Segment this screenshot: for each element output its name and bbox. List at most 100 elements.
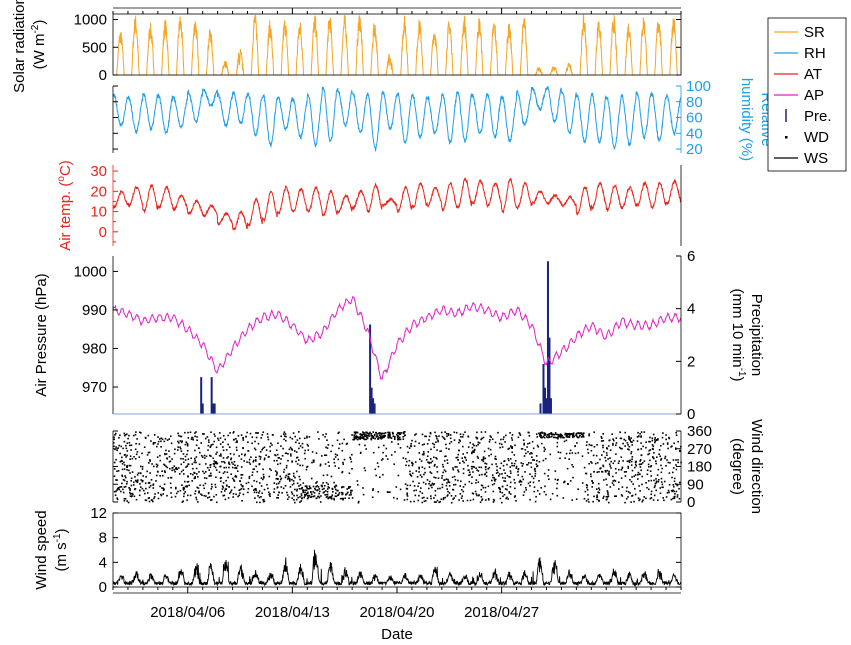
wd-point bbox=[504, 488, 507, 490]
wd-point bbox=[189, 473, 192, 475]
wd-point bbox=[613, 460, 616, 462]
wd-point bbox=[334, 456, 337, 458]
wd-point bbox=[431, 482, 434, 485]
wd-point bbox=[427, 461, 429, 463]
wd-point bbox=[167, 477, 170, 479]
wd-point bbox=[585, 444, 588, 446]
wd-point bbox=[168, 438, 170, 440]
wd-point bbox=[116, 479, 118, 481]
wd-point bbox=[121, 475, 124, 478]
wd-point bbox=[390, 454, 393, 456]
wd-point bbox=[458, 449, 460, 452]
wd-point bbox=[389, 433, 391, 435]
wd-point bbox=[405, 464, 407, 467]
wd-point bbox=[387, 434, 390, 437]
wd-point bbox=[498, 487, 501, 489]
wd-point bbox=[190, 438, 193, 440]
wd-point bbox=[230, 473, 232, 475]
wd-point bbox=[129, 464, 132, 467]
ws-ytick-label: 12 bbox=[90, 505, 107, 522]
wd-point bbox=[453, 497, 455, 499]
wd-point bbox=[496, 469, 498, 471]
wd-point bbox=[148, 486, 151, 489]
wd-point bbox=[160, 493, 162, 496]
wd-point bbox=[360, 437, 363, 439]
wd-point bbox=[665, 438, 667, 441]
wd-point bbox=[303, 437, 306, 440]
wd-point bbox=[557, 434, 560, 436]
wd-point bbox=[463, 461, 465, 464]
wd-point bbox=[489, 435, 492, 437]
wd-point bbox=[170, 477, 172, 479]
wd-point bbox=[485, 499, 487, 501]
ws-ylabel-line2-part: ) bbox=[53, 528, 70, 533]
wd-point bbox=[406, 495, 409, 497]
wd-point bbox=[645, 446, 647, 449]
wd-point bbox=[607, 458, 609, 460]
wd-point bbox=[477, 481, 480, 483]
wd-point bbox=[448, 481, 451, 484]
wd-point bbox=[613, 479, 616, 482]
wd-point bbox=[435, 435, 438, 438]
wd-point bbox=[602, 444, 604, 447]
wd-point bbox=[251, 436, 254, 438]
wd-point bbox=[508, 476, 510, 478]
wd-point bbox=[472, 451, 475, 454]
wd-point bbox=[402, 457, 405, 459]
wd-point bbox=[200, 442, 202, 444]
wd-point bbox=[627, 491, 630, 493]
wd-point bbox=[251, 442, 253, 445]
wd-point bbox=[677, 440, 679, 443]
wd-point bbox=[196, 473, 198, 475]
wd-point bbox=[123, 432, 126, 435]
wd-point bbox=[131, 457, 134, 460]
wd-point bbox=[349, 458, 352, 460]
wd-point bbox=[642, 445, 644, 448]
wd-point bbox=[260, 437, 262, 439]
wd-point bbox=[530, 462, 532, 464]
wd-point bbox=[658, 453, 660, 455]
wd-point bbox=[484, 457, 487, 460]
wd-point bbox=[126, 433, 128, 435]
wd-point bbox=[259, 451, 262, 453]
wd-point bbox=[180, 450, 183, 452]
wd-point bbox=[205, 495, 207, 497]
wd-point bbox=[182, 469, 184, 471]
wd-point bbox=[460, 497, 463, 499]
wd-point bbox=[303, 452, 306, 455]
wd-point bbox=[566, 436, 569, 438]
wd-point bbox=[449, 434, 452, 436]
wd-point bbox=[429, 471, 431, 473]
wd-point bbox=[296, 490, 298, 492]
wd-point bbox=[114, 434, 116, 436]
wd-point bbox=[494, 441, 497, 444]
wd-point bbox=[442, 471, 444, 474]
wd-point bbox=[324, 436, 326, 438]
wd-point bbox=[393, 436, 396, 439]
wd-point bbox=[571, 499, 573, 501]
wd-point bbox=[560, 436, 562, 439]
wd-point bbox=[270, 469, 272, 472]
wd-point bbox=[447, 478, 449, 481]
wd-point bbox=[241, 474, 244, 476]
wd-point bbox=[485, 475, 488, 477]
wd-point bbox=[534, 475, 536, 477]
wd-point bbox=[556, 441, 559, 444]
wd-point bbox=[268, 491, 270, 494]
wd-point bbox=[547, 433, 549, 436]
wd-point bbox=[224, 438, 226, 441]
wd-point bbox=[321, 488, 324, 491]
wd-point bbox=[443, 438, 446, 440]
wd-point bbox=[184, 443, 187, 446]
wd-point bbox=[670, 489, 673, 492]
wd-point bbox=[571, 464, 573, 466]
precip-ytick-label: 2 bbox=[687, 353, 695, 370]
wd-point bbox=[345, 493, 347, 496]
wd-point bbox=[504, 472, 506, 474]
wd-point bbox=[413, 500, 415, 503]
wd-point bbox=[296, 482, 299, 485]
wd-point bbox=[160, 437, 163, 439]
wd-point bbox=[138, 456, 141, 458]
precipitation-bar bbox=[539, 403, 542, 414]
wd-point bbox=[277, 497, 279, 499]
